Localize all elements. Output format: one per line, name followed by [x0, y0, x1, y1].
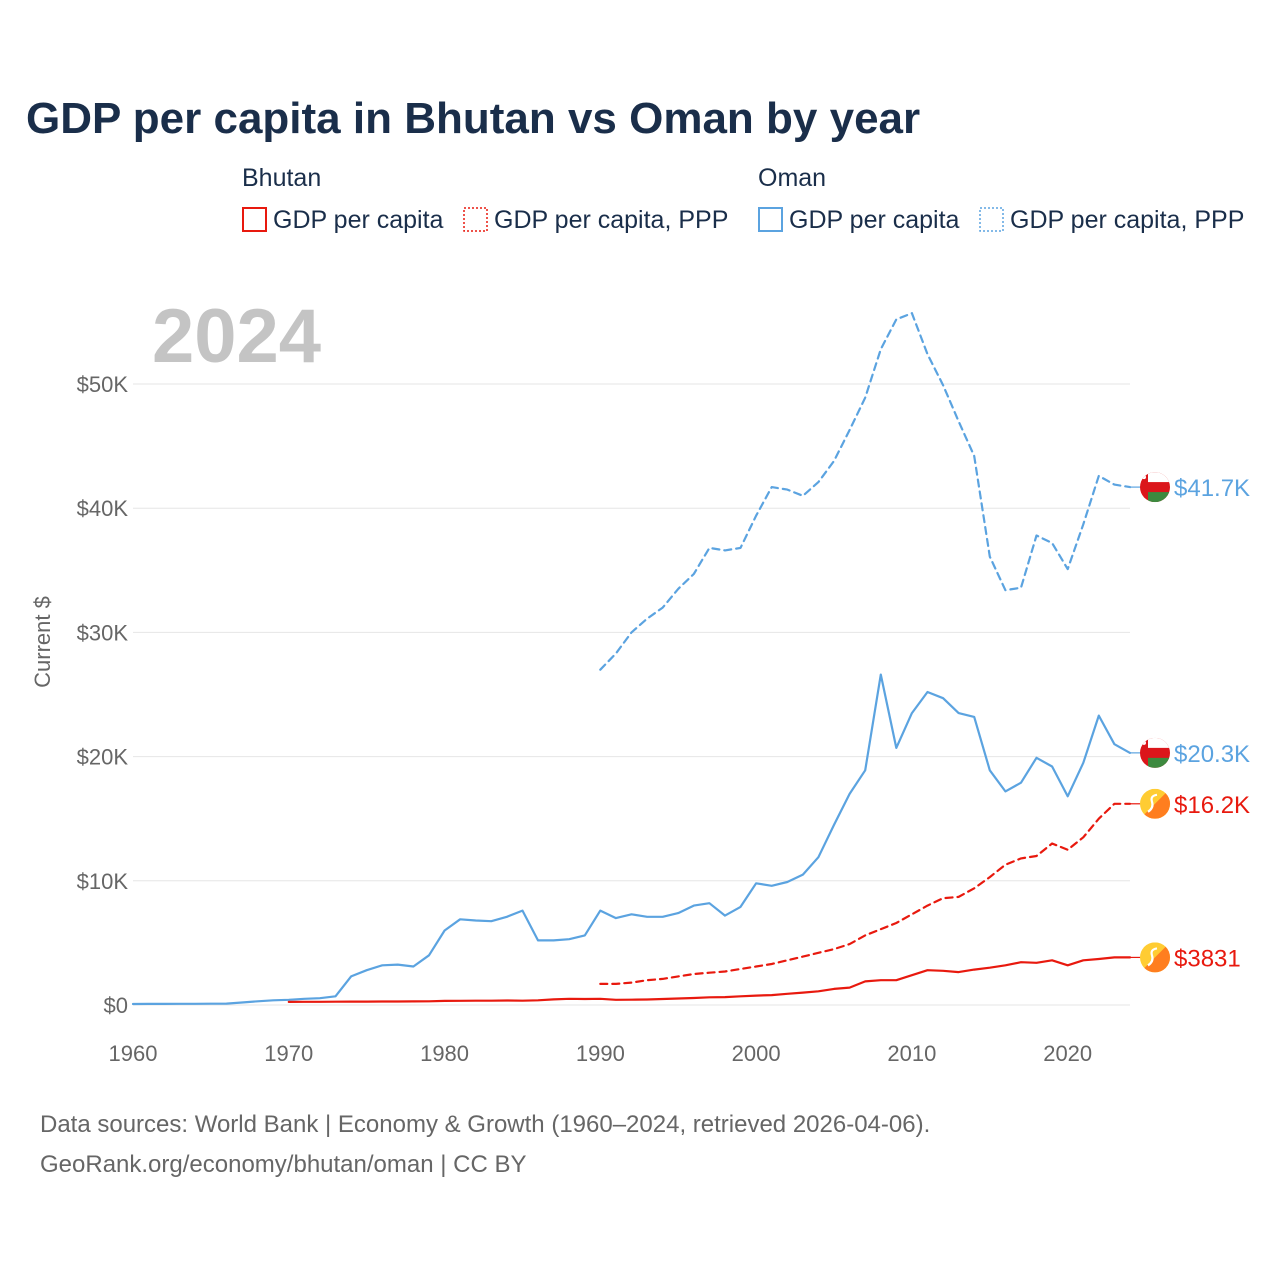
y-axis-ticks: $0 $10K $20K $30K $40K $50K	[77, 372, 129, 1018]
x-tick-label: 2020	[1043, 1041, 1092, 1066]
bhutan-flag-icon	[1140, 942, 1170, 973]
x-axis-ticks: 1960 1970 1980 1990 2000 2010 2020	[109, 1041, 1093, 1066]
series-line-oman-gdp-per-capita-ppp	[599, 312, 1132, 671]
legend-group-bhutan: Bhutan	[242, 164, 321, 192]
legend-swatch	[979, 207, 1004, 232]
end-value-label: $3831	[1174, 945, 1241, 972]
end-label-oman: $20.3K	[1130, 737, 1250, 768]
series-line-oman-gdp-per-capita	[131, 673, 1132, 1006]
series-line-bhutan-gdp-per-capita-ppp	[599, 802, 1132, 986]
year-label: 2024	[152, 294, 321, 379]
y-tick-label: $0	[104, 993, 128, 1018]
legend-swatch	[758, 207, 783, 232]
series-lines	[131, 312, 1132, 1006]
oman-flag-icon	[1140, 737, 1170, 768]
gridlines	[133, 383, 1130, 1006]
source-line-2: GeoRank.org/economy/bhutan/oman | CC BY	[40, 1151, 527, 1178]
x-tick-label: 2010	[887, 1041, 936, 1066]
y-tick-label: $40K	[77, 496, 129, 521]
x-tick-label: 1990	[576, 1041, 625, 1066]
legend-swatch	[463, 207, 488, 232]
x-tick-label: 1960	[109, 1041, 158, 1066]
y-tick-label: $20K	[77, 745, 129, 770]
y-tick-label: $50K	[77, 372, 129, 397]
y-tick-label: $30K	[77, 620, 129, 645]
y-tick-label: $10K	[77, 869, 129, 894]
legend-swatch	[242, 207, 267, 232]
legend-item-label: GDP per capita	[273, 206, 444, 234]
series-end-labels: $41.7K $20.3K $16.2K $3831	[1130, 472, 1250, 973]
legend-group-oman: Oman	[758, 164, 826, 192]
end-value-label: $20.3K	[1174, 741, 1250, 768]
legend-item-label: GDP per capita, PPP	[494, 206, 728, 234]
end-label-oman: $41.7K	[1130, 472, 1250, 503]
x-tick-label: 1970	[264, 1041, 313, 1066]
series-line-bhutan-gdp-per-capita	[287, 956, 1132, 1004]
source-line-1: Data sources: World Bank | Economy & Gro…	[40, 1111, 930, 1138]
end-label-bhutan: $3831	[1130, 942, 1241, 973]
x-tick-label: 1980	[420, 1041, 469, 1066]
end-label-bhutan: $16.2K	[1130, 788, 1250, 819]
chart-title: GDP per capita in Bhutan vs Oman by year	[26, 94, 920, 143]
legend: Bhutan GDP per capita GDP per capita, PPP O…	[242, 164, 1244, 234]
x-tick-label: 2000	[732, 1041, 781, 1066]
legend-item-label: GDP per capita, PPP	[1010, 206, 1244, 234]
y-axis-label: Current $	[30, 596, 55, 688]
oman-flag-icon	[1140, 472, 1170, 503]
end-value-label: $41.7K	[1174, 475, 1250, 502]
bhutan-flag-icon	[1140, 788, 1170, 819]
legend-item-label: GDP per capita	[789, 206, 960, 234]
end-value-label: $16.2K	[1174, 792, 1250, 819]
